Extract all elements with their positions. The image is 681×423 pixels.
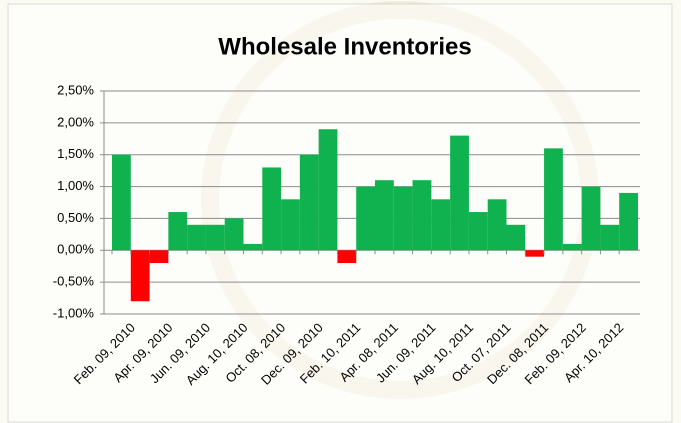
- y-tick-label: 1,00%: [57, 178, 94, 193]
- bar: [299, 154, 319, 251]
- bar: [112, 154, 131, 251]
- bar: [487, 199, 507, 251]
- chart-title: Wholesale Inventories: [218, 33, 471, 60]
- bar: [205, 224, 225, 251]
- bar: [375, 180, 394, 251]
- bar: [431, 199, 451, 251]
- bar: [544, 148, 563, 251]
- bar: [581, 186, 601, 251]
- bar: [468, 212, 488, 251]
- bar: [318, 129, 338, 251]
- bar: [600, 224, 620, 251]
- bar: [412, 180, 432, 251]
- y-tick-label: -0,50%: [53, 274, 95, 289]
- bar: [562, 243, 582, 251]
- bar: [187, 224, 206, 251]
- bar: [450, 135, 469, 251]
- bar: [337, 250, 357, 264]
- bar: [506, 224, 526, 251]
- bar: [356, 186, 375, 251]
- bar: [224, 218, 244, 251]
- bar: [393, 186, 413, 251]
- bar: [262, 167, 282, 251]
- y-tick-label: 2,00%: [57, 114, 94, 129]
- y-tick-label: 2,50%: [57, 82, 94, 97]
- bar: [149, 250, 169, 264]
- y-tick-label: 0,50%: [57, 210, 94, 225]
- bar: [525, 250, 545, 257]
- y-tick-label: 0,00%: [57, 242, 94, 257]
- bar: [243, 243, 263, 251]
- bar: [130, 250, 150, 302]
- bar: [619, 192, 638, 251]
- y-tick-label: 1,50%: [57, 146, 94, 161]
- bar: [281, 199, 300, 251]
- bar: [168, 212, 188, 251]
- y-tick-label: -1,00%: [53, 305, 95, 320]
